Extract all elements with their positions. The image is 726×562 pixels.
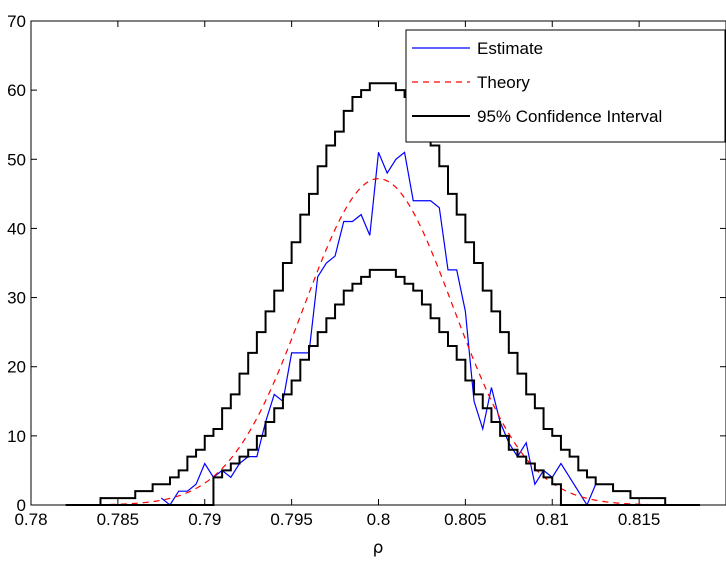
legend-box (405, 29, 726, 143)
x-tick-label: 0.795 (270, 510, 313, 529)
y-tick-label: 60 (7, 81, 26, 100)
x-tick-label: 0.815 (618, 510, 661, 529)
confidence-lower-line (65, 268, 700, 506)
plot-frame (30, 20, 726, 506)
estimate-line (160, 151, 597, 507)
x-axis-label: ρ (373, 538, 384, 558)
y-tick-label: 50 (7, 150, 26, 169)
x-tick-label: 0.78 (14, 510, 47, 529)
x-tick-label: 0.805 (444, 510, 487, 529)
confidence-upper-line (65, 82, 700, 506)
x-tick-label: 0.785 (97, 510, 140, 529)
theory-line (65, 178, 674, 506)
y-tick-label: 30 (7, 289, 26, 308)
legend-label: Estimate (477, 39, 543, 58)
x-axis-ticks: 0.78 0.785 0.79 0.795 0.8 0.805 0.81 0.815 (14, 21, 660, 529)
x-tick-label: 0.79 (188, 510, 221, 529)
y-tick-label: 10 (7, 427, 26, 446)
y-tick-label: 0 (17, 496, 26, 515)
y-tick-label: 20 (7, 358, 26, 377)
y-tick-label: 40 (7, 219, 26, 238)
y-tick-label: 70 (7, 12, 26, 31)
legend: Estimate Theory 95% Confidence Interval (405, 29, 726, 143)
y-axis-ticks: 0 10 20 30 40 50 60 70 (7, 12, 726, 515)
x-tick-label: 0.8 (367, 510, 391, 529)
legend-label: 95% Confidence Interval (477, 107, 662, 126)
x-tick-label: 0.81 (536, 510, 569, 529)
legend-label: Theory (477, 73, 530, 92)
series-layer (65, 82, 700, 507)
